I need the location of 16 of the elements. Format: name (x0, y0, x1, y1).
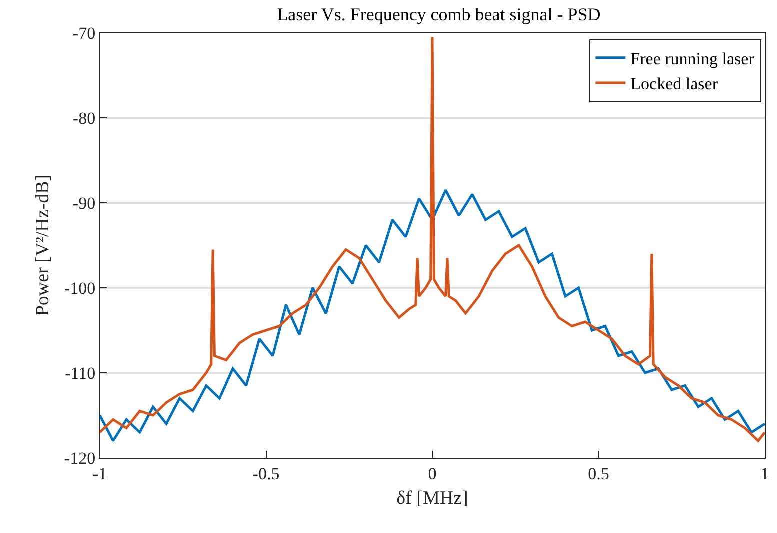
y-tick-label: -70 (72, 24, 96, 43)
y-tick-label: -90 (72, 194, 96, 213)
x-tick-label: 0.5 (588, 464, 610, 484)
line-series (100, 36, 765, 442)
y-tick-label: -110 (65, 364, 96, 383)
x-tick-label: -0.5 (252, 464, 280, 484)
y-tick-label: -80 (72, 108, 96, 128)
chart-title: Laser Vs. Frequency comb beat signal - PSD (277, 4, 601, 25)
legend-label: Free running laser (630, 50, 755, 69)
x-tick-label: 0 (428, 464, 437, 484)
x-axis-title: δf [MHz] (396, 488, 468, 510)
legend-label: Locked laser (630, 74, 718, 94)
x-tick-label: 1 (760, 464, 770, 484)
y-tick-label: -100 (64, 278, 96, 298)
line-series (100, 189, 765, 442)
y-axis-title: Power [V²/Hz-dB] (32, 174, 54, 316)
